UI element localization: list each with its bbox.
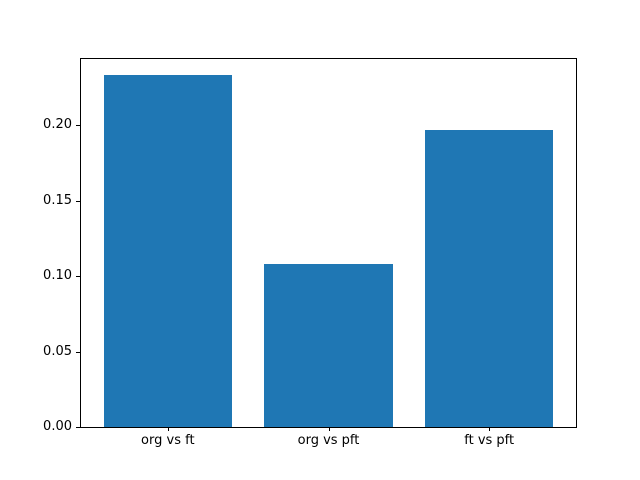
bar-org-vs-ft: [103, 75, 233, 427]
y-tick-mark: [76, 427, 80, 428]
bar-ft-vs-pft: [424, 129, 554, 427]
y-tick-label: 0.10: [43, 268, 72, 284]
y-tick-mark: [76, 200, 80, 202]
x-tick-label: org vs pft: [297, 433, 360, 448]
y-tick-label: 0.00: [43, 419, 72, 434]
y-tick-mark: [76, 351, 80, 353]
x-tick-mark: [167, 427, 169, 431]
y-tick-mark: [76, 276, 80, 278]
y-tick-label: 0.05: [43, 343, 72, 359]
bar-org-vs-pft: [264, 264, 393, 427]
y-tick-mark: [76, 125, 80, 127]
x-tick-label: org vs ft: [141, 433, 195, 448]
x-tick-label: ft vs pft: [464, 433, 515, 448]
plot-area: [80, 58, 577, 428]
x-tick-mark: [328, 427, 330, 431]
x-tick-mark: [489, 427, 491, 431]
y-tick-label: 0.20: [43, 117, 72, 133]
y-tick-label: 0.15: [43, 192, 72, 208]
